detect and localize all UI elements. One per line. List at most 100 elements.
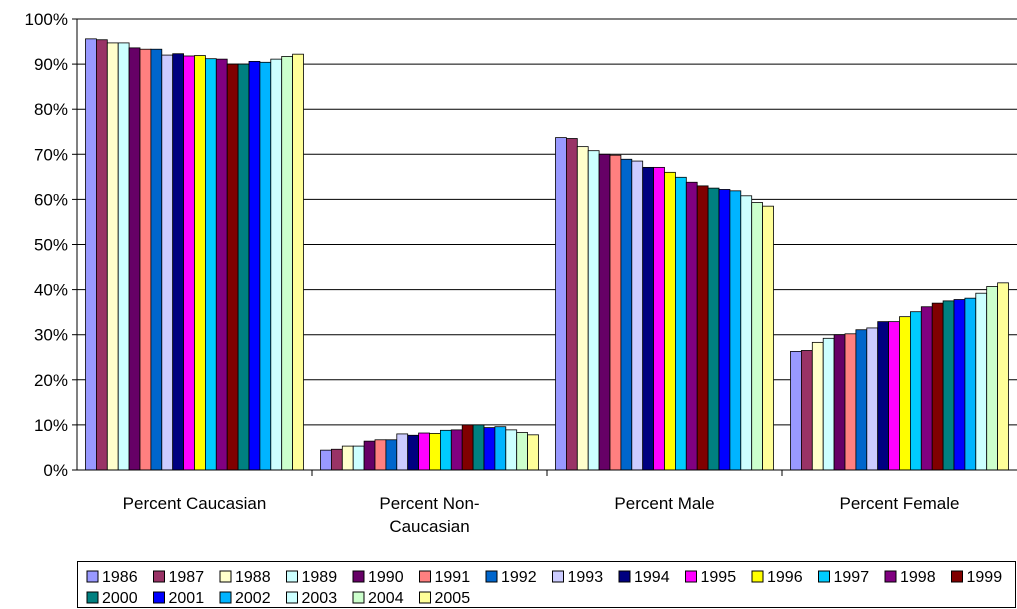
legend-label: 1997 bbox=[834, 569, 870, 586]
legend-swatch bbox=[86, 591, 99, 604]
legend-box bbox=[77, 561, 1016, 608]
legend-swatch bbox=[818, 570, 830, 583]
y-tick-label: 100% bbox=[25, 10, 68, 29]
bar bbox=[631, 160, 644, 471]
legend-label: 1996 bbox=[767, 569, 803, 586]
legend-label: 1994 bbox=[634, 569, 670, 586]
bar bbox=[620, 158, 633, 471]
bar bbox=[910, 311, 922, 471]
bar bbox=[150, 48, 163, 471]
legend-swatch bbox=[685, 570, 697, 583]
legend-label: 2001 bbox=[169, 590, 205, 607]
bar bbox=[899, 316, 911, 471]
bar bbox=[270, 58, 283, 471]
bar bbox=[751, 202, 764, 471]
bar bbox=[374, 439, 387, 471]
legend-swatch bbox=[951, 570, 963, 583]
bar bbox=[237, 63, 250, 471]
bar bbox=[997, 282, 1009, 471]
bar bbox=[707, 187, 720, 471]
bar bbox=[341, 445, 354, 471]
legend-swatch bbox=[552, 570, 564, 583]
y-tick-label: 60% bbox=[34, 190, 68, 209]
legend-label: 1999 bbox=[967, 569, 1003, 586]
y-tick-label: 90% bbox=[34, 55, 68, 74]
x-tick-label: Percent Female bbox=[840, 494, 960, 513]
legend-label: 1992 bbox=[501, 569, 537, 586]
bar bbox=[352, 445, 365, 471]
y-tick-label: 40% bbox=[34, 281, 68, 300]
legend-label: 2004 bbox=[368, 590, 404, 607]
bar bbox=[598, 153, 611, 471]
bar bbox=[172, 53, 184, 471]
legend-label: 1988 bbox=[235, 569, 271, 586]
legend-swatch bbox=[352, 591, 365, 604]
legend-label: 1986 bbox=[102, 569, 138, 586]
bar bbox=[117, 42, 130, 471]
bar bbox=[833, 334, 846, 471]
bar bbox=[888, 321, 900, 471]
bar bbox=[128, 47, 141, 471]
bar bbox=[664, 171, 676, 471]
legend-swatch bbox=[286, 570, 298, 583]
bar bbox=[204, 58, 217, 471]
bar bbox=[215, 58, 228, 471]
bar bbox=[439, 429, 452, 471]
bar bbox=[85, 38, 97, 471]
legend-swatch bbox=[618, 570, 631, 583]
bar bbox=[877, 321, 890, 471]
bar bbox=[685, 181, 698, 471]
bar bbox=[555, 137, 567, 471]
y-tick-label: 70% bbox=[34, 145, 68, 164]
legend-label: 1993 bbox=[568, 569, 604, 586]
bar bbox=[385, 439, 398, 471]
legend-swatch bbox=[219, 570, 232, 583]
legend-swatch bbox=[286, 591, 298, 604]
legend-label: 2005 bbox=[435, 590, 471, 607]
bar bbox=[642, 166, 655, 471]
bar bbox=[801, 350, 813, 471]
legend-label: 1991 bbox=[435, 569, 471, 586]
bar bbox=[106, 42, 119, 471]
bar bbox=[822, 337, 835, 471]
bar bbox=[855, 329, 868, 471]
bar bbox=[363, 440, 376, 471]
bar bbox=[953, 299, 966, 471]
legend-label: 2003 bbox=[302, 590, 338, 607]
bar bbox=[576, 146, 589, 471]
bar bbox=[429, 433, 441, 471]
bar bbox=[653, 166, 665, 471]
bar bbox=[718, 189, 731, 471]
y-tick-label: 20% bbox=[34, 371, 68, 390]
legend: 1986 1987 1988 1989 1990 1991 1992 1993 1994 1995… bbox=[77, 561, 1016, 608]
legend-swatch bbox=[86, 570, 99, 583]
bar bbox=[248, 60, 261, 471]
y-tick-label: 10% bbox=[34, 416, 68, 435]
y-axis-tick-labels: 0% 10% 20% 30% 40% 50% 60% 70% 80% 90% 100% bbox=[25, 10, 68, 480]
legend-swatch bbox=[153, 591, 165, 604]
bar bbox=[292, 53, 304, 471]
bar bbox=[920, 306, 933, 471]
bar bbox=[320, 449, 332, 471]
bar bbox=[811, 341, 824, 471]
bar bbox=[139, 48, 152, 471]
legend-label: 2002 bbox=[235, 590, 271, 607]
y-tick-label: 30% bbox=[34, 326, 68, 345]
bar bbox=[931, 302, 944, 471]
y-tick-label: 0% bbox=[43, 461, 68, 480]
axes bbox=[72, 18, 1017, 476]
legend-swatch bbox=[485, 570, 498, 583]
y-tick-label: 50% bbox=[34, 236, 68, 255]
legend-swatch bbox=[153, 570, 165, 583]
x-axis-category-labels: Percent Caucasian Percent Non-Caucasian Pe… bbox=[123, 494, 960, 536]
bar bbox=[194, 55, 206, 471]
legend-label: 1998 bbox=[900, 569, 936, 586]
bar bbox=[396, 433, 409, 471]
bar bbox=[964, 297, 977, 471]
bar bbox=[407, 434, 420, 471]
legend-swatch bbox=[419, 570, 431, 583]
bar bbox=[494, 426, 507, 471]
bar bbox=[762, 205, 774, 471]
bar bbox=[418, 432, 430, 471]
